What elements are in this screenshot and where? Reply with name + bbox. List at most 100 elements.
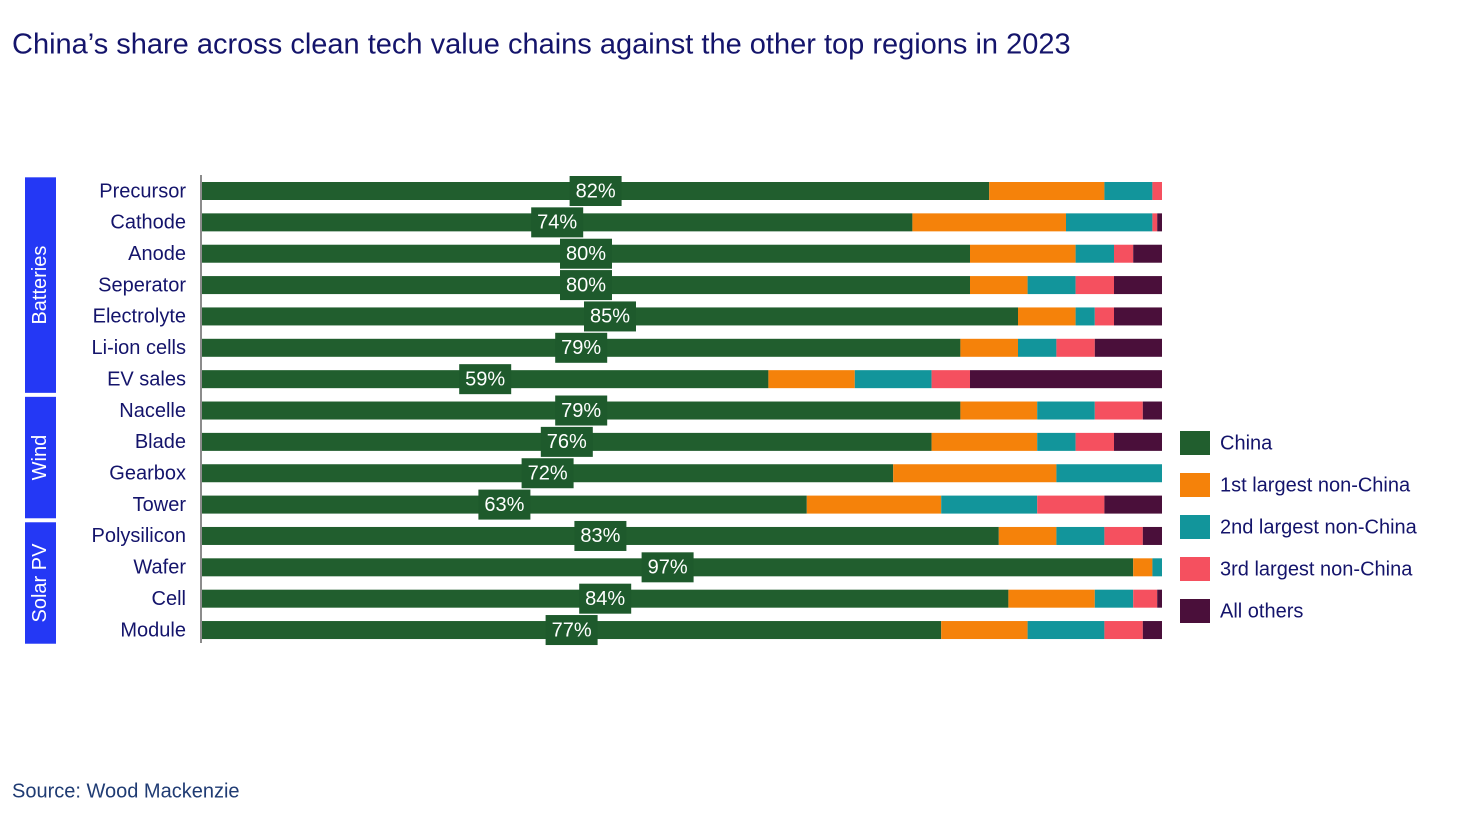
bar-segment — [931, 432, 1038, 451]
category-label: Tower — [133, 494, 187, 516]
bar-segment — [1104, 526, 1143, 545]
bar-segment — [1104, 182, 1153, 200]
category-label: Polysilicon — [92, 525, 186, 547]
bar-segment — [768, 370, 855, 389]
bar-segment — [1152, 558, 1162, 577]
bar-segment — [1094, 338, 1162, 357]
bar-segment — [1114, 276, 1162, 295]
category-label: Li-ion cells — [92, 337, 186, 359]
data-label-box — [531, 207, 584, 238]
bar-segment — [1075, 432, 1114, 451]
bar-segment — [1056, 464, 1162, 483]
bar-segment — [1104, 621, 1143, 640]
data-label-box — [574, 520, 627, 551]
data-label: 97% — [648, 557, 688, 579]
category-label: Seperator — [98, 274, 186, 296]
data-label-box — [560, 270, 612, 301]
category-label: Wafer — [133, 557, 186, 579]
data-label-box — [641, 552, 694, 583]
bar-segment — [1157, 213, 1162, 232]
data-label: 82% — [576, 180, 616, 202]
bar-segment — [1104, 495, 1162, 514]
data-label: 72% — [528, 463, 568, 485]
legend-swatch — [1180, 599, 1210, 623]
legend-label: 3rd largest non-China — [1220, 558, 1413, 580]
bar-segment — [1018, 307, 1076, 326]
bar-segment — [1094, 401, 1143, 420]
bar-segment — [1056, 338, 1095, 357]
category-label: Blade — [135, 431, 186, 453]
category-label: Precursor — [99, 180, 186, 202]
data-label-box — [521, 458, 574, 489]
category-label: Cell — [152, 588, 186, 610]
bar-segment — [1037, 401, 1095, 420]
category-label: Cathode — [110, 212, 186, 234]
bar-segment — [893, 464, 1057, 483]
bar-segment — [1037, 495, 1105, 514]
bar-segment — [1133, 244, 1162, 263]
bar-segment — [970, 244, 1076, 263]
bar-segment — [931, 370, 970, 389]
category-label: EV sales — [107, 368, 186, 390]
data-label-box — [478, 489, 531, 520]
bar-segment — [1142, 621, 1162, 640]
data-label: 63% — [484, 494, 524, 516]
bar-segment — [998, 526, 1057, 545]
category-label: Gearbox — [109, 463, 186, 485]
bar-segment — [1018, 338, 1057, 357]
bar-segment — [1027, 276, 1076, 295]
data-label: 59% — [465, 368, 505, 390]
bar-segment — [970, 276, 1028, 295]
bar-segment — [1075, 244, 1114, 263]
bar-segment — [960, 401, 1038, 420]
bar-segment — [941, 621, 1028, 640]
legend-swatch — [1180, 557, 1210, 581]
bar-segment — [854, 370, 932, 389]
data-label-box — [555, 332, 608, 363]
data-label: 85% — [590, 306, 630, 328]
chart-title: China’s share across clean tech value ch… — [12, 29, 1071, 61]
bar-segment — [1056, 526, 1105, 545]
category-label: Nacelle — [119, 400, 186, 422]
bar-segment — [1114, 432, 1162, 451]
category-label: Electrolyte — [93, 306, 186, 328]
bar-segment — [1142, 526, 1162, 545]
data-label: 79% — [561, 337, 601, 359]
data-label: 77% — [552, 619, 592, 641]
data-label-box — [569, 176, 622, 206]
bar-segment — [1142, 401, 1162, 420]
bar-segment — [989, 182, 1105, 200]
bar-segment — [1066, 213, 1153, 232]
bar-segment — [941, 495, 1038, 514]
bar-segment — [1075, 276, 1114, 295]
data-label: 80% — [566, 243, 606, 265]
data-label-box — [555, 395, 608, 426]
bar-segment — [1114, 307, 1162, 326]
group-band — [25, 177, 56, 393]
group-label: Wind — [29, 435, 51, 481]
legend-label: 1st largest non-China — [1220, 474, 1411, 496]
data-label: 76% — [547, 431, 587, 453]
bar-segment — [1094, 589, 1134, 608]
group-band — [25, 396, 56, 519]
legend-swatch — [1180, 431, 1210, 455]
bar-segment — [1027, 621, 1105, 640]
data-label-box — [560, 238, 612, 269]
legend-swatch — [1180, 473, 1210, 497]
legend-label: China — [1220, 432, 1273, 454]
bar-segment — [1008, 589, 1095, 608]
bar-segment — [1037, 432, 1076, 451]
legend-swatch — [1180, 515, 1210, 539]
category-label: Module — [120, 619, 186, 641]
group-label: Solar PV — [29, 543, 51, 623]
bar-segment — [960, 338, 1018, 357]
bar-segment — [1152, 182, 1162, 200]
bar-segment — [1133, 589, 1158, 608]
bar-segment — [1157, 589, 1162, 608]
bar-segment — [1094, 307, 1114, 326]
bar-segment — [806, 495, 942, 514]
bar-segment — [1152, 213, 1158, 232]
legend-label: 2nd largest non-China — [1220, 516, 1418, 538]
data-label: 74% — [537, 212, 577, 234]
